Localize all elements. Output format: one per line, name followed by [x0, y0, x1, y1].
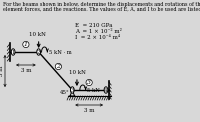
- Text: 45°: 45°: [60, 91, 69, 96]
- Text: E  = 210 GPa: E = 210 GPa: [75, 23, 112, 28]
- Text: 3 m: 3 m: [21, 68, 31, 73]
- Circle shape: [37, 49, 41, 55]
- Text: 1: 1: [24, 42, 28, 47]
- Text: 3: 3: [87, 80, 91, 85]
- Text: 3: 3: [71, 87, 74, 92]
- Text: 4: 4: [104, 87, 108, 92]
- Circle shape: [70, 87, 74, 93]
- Text: 3 m: 3 m: [84, 108, 94, 113]
- Text: 2: 2: [37, 50, 40, 55]
- Circle shape: [104, 87, 108, 93]
- Text: 10 kN: 10 kN: [29, 32, 46, 37]
- Circle shape: [11, 49, 15, 55]
- Text: I  = 2 × 10⁻⁴ m⁴: I = 2 × 10⁻⁴ m⁴: [75, 35, 120, 40]
- Text: 5 kN · m: 5 kN · m: [49, 51, 71, 56]
- Text: element forces, and the reactions. The values of E, A, and I to be used are list: element forces, and the reactions. The v…: [3, 7, 200, 12]
- Text: For the beams shown in below, determine the displacements and rotations of the n: For the beams shown in below, determine …: [3, 2, 200, 7]
- Text: 5 kN · m: 5 kN · m: [87, 88, 110, 93]
- Text: 3 m: 3 m: [0, 66, 4, 76]
- Text: 10 kN: 10 kN: [69, 70, 85, 75]
- Text: A  = 1 × 10⁻² m²: A = 1 × 10⁻² m²: [75, 29, 122, 34]
- Text: 2: 2: [56, 64, 60, 69]
- Text: 1: 1: [11, 50, 15, 55]
